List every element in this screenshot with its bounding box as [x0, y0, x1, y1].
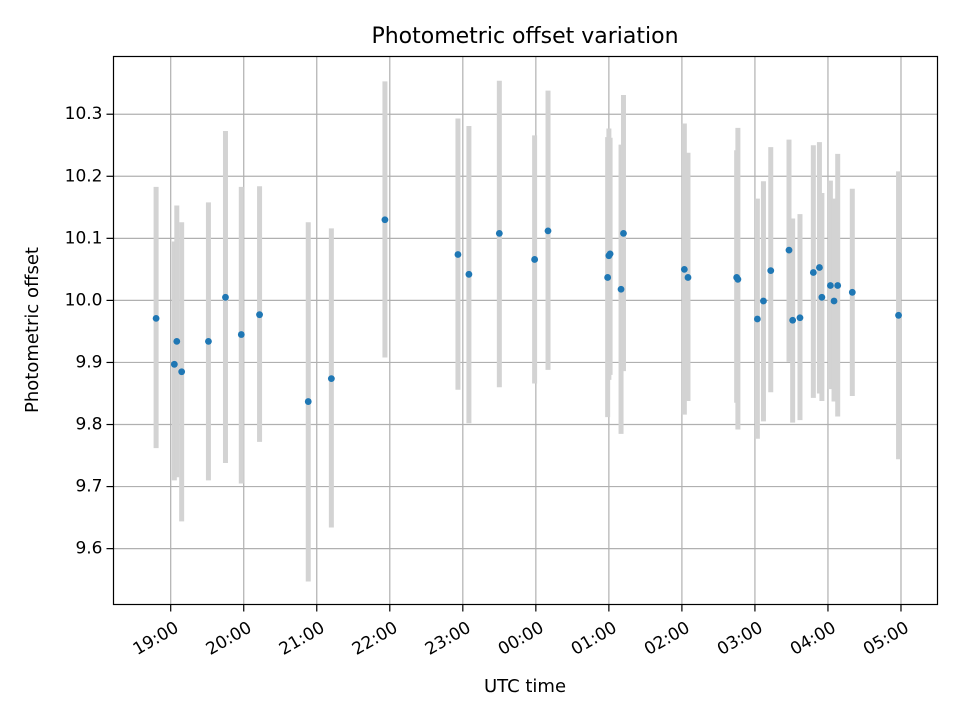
data-point: [753, 315, 761, 323]
data-point: [152, 314, 160, 322]
data-point: [495, 229, 503, 237]
data-point: [816, 264, 823, 271]
data-point: [465, 270, 473, 278]
data-point: [830, 297, 838, 305]
data-point: [895, 311, 902, 319]
data-point: [606, 250, 614, 258]
data-point: [818, 293, 826, 301]
data-point: [767, 267, 775, 275]
data-point: [760, 297, 767, 305]
y-tick-label: 9.6: [75, 539, 102, 559]
data-point: [237, 331, 245, 338]
data-point: [531, 256, 539, 263]
data-point: [789, 316, 797, 324]
y-tick-label: 10.2: [65, 166, 103, 186]
data-point: [604, 274, 612, 281]
data-point: [809, 269, 817, 276]
y-tick-label: 10.1: [65, 228, 103, 248]
data-point: [256, 311, 263, 319]
data-point: [178, 368, 186, 376]
data-point: [620, 229, 627, 237]
data-point: [170, 360, 178, 368]
data-point: [222, 293, 229, 301]
data-point: [304, 398, 312, 405]
y-axis-ticks: 9.6 9.7 9.8 9.9 10.0 10.1 10.2 10.3: [65, 104, 114, 559]
data-point: [785, 246, 793, 254]
data-point: [454, 251, 462, 258]
data-point: [834, 282, 842, 289]
x-axis-label: UTC time: [484, 676, 566, 697]
data-point: [327, 375, 335, 382]
y-tick-label: 9.9: [75, 352, 102, 372]
data-point: [684, 274, 692, 281]
data-point: [544, 227, 552, 235]
data-point: [617, 285, 625, 293]
y-axis-label: Photometric offset: [22, 247, 43, 413]
data-point: [734, 275, 742, 283]
data-points: [152, 216, 902, 405]
data-point: [680, 265, 688, 273]
data-point: [205, 337, 212, 345]
plot-frame: [112, 55, 939, 606]
data-point: [173, 337, 181, 345]
y-tick-label: 10.0: [65, 290, 103, 310]
y-tick-label: 9.7: [75, 477, 102, 497]
y-tick-label: 9.8: [75, 415, 102, 435]
y-tick-label: 10.3: [65, 104, 103, 124]
chart-title: Photometric offset variation: [371, 24, 678, 49]
data-point: [381, 216, 389, 224]
data-point: [826, 282, 834, 289]
data-point: [796, 314, 804, 322]
data-point: [848, 288, 856, 296]
